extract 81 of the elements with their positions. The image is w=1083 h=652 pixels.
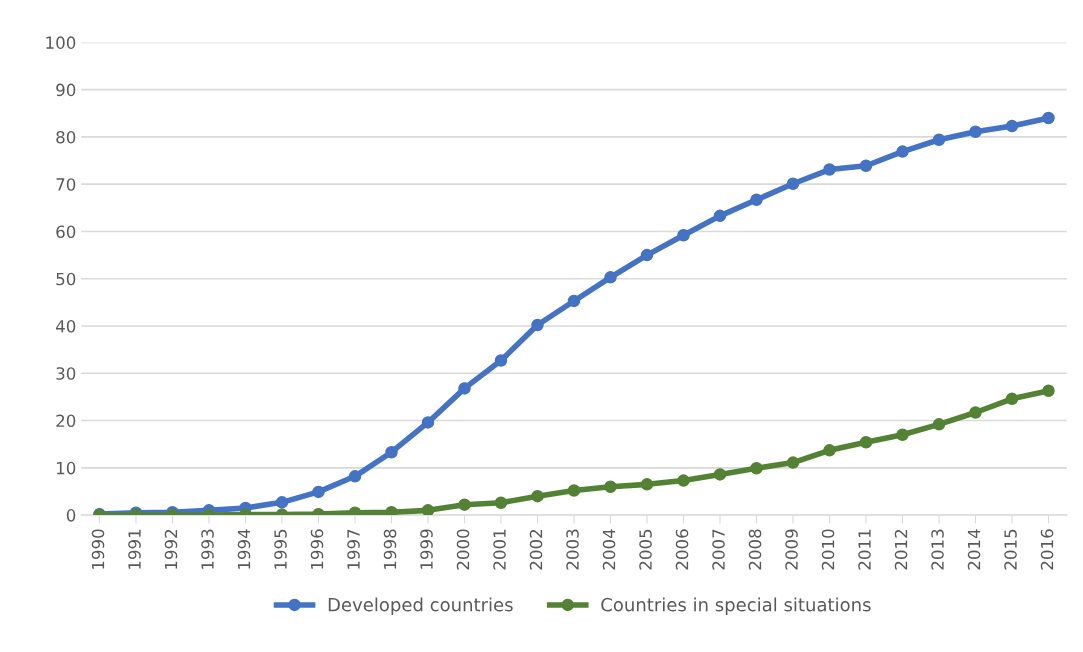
x-tick-label: 2010 — [821, 529, 835, 570]
x-tick-label: 2011 — [858, 529, 871, 570]
x-tick-label: 2014 — [967, 529, 981, 570]
point — [896, 145, 909, 158]
x-tick-label: 1999 — [420, 529, 433, 569]
point — [458, 498, 471, 511]
y-tick-label: 10 — [56, 461, 76, 475]
x-tick-label: 2004 — [602, 529, 616, 570]
point — [640, 248, 654, 262]
point — [494, 496, 508, 510]
point — [750, 193, 763, 207]
point — [1042, 111, 1055, 125]
point — [713, 209, 727, 223]
point — [275, 496, 289, 509]
point — [604, 271, 617, 284]
point — [713, 468, 727, 481]
point — [531, 318, 544, 332]
point — [385, 445, 398, 459]
point — [604, 480, 617, 493]
point — [677, 228, 690, 242]
point — [1005, 119, 1019, 133]
point — [932, 418, 946, 431]
x-tick-label: 2003 — [566, 529, 579, 570]
point — [859, 436, 873, 449]
point — [823, 444, 836, 457]
x-tick-label: 2001 — [493, 529, 506, 570]
point — [421, 416, 435, 429]
point — [859, 159, 873, 173]
point — [969, 406, 982, 419]
x-tick-label: 1997 — [347, 529, 360, 569]
x-tick-label: 1992 — [164, 529, 178, 569]
y-tick-label: 90 — [56, 83, 76, 97]
point — [677, 474, 690, 487]
y-tick-label: 20 — [56, 414, 76, 428]
x-tick-label: 2008 — [748, 529, 762, 570]
point — [786, 456, 800, 469]
y-tick-label: 100 — [46, 36, 76, 49]
legend-label: Countries in special situations — [601, 597, 871, 615]
y-tick-label: 60 — [56, 225, 76, 239]
x-tick-label: 1993 — [201, 529, 214, 569]
point — [312, 485, 325, 499]
point — [750, 462, 763, 475]
x-tick-label: 2016 — [1040, 529, 1054, 570]
point — [567, 484, 581, 497]
point — [458, 382, 471, 395]
point — [932, 133, 946, 147]
point — [896, 428, 909, 441]
x-tick-label: 1995 — [274, 529, 287, 569]
x-tick-label: 1996 — [310, 529, 324, 569]
legend-label: Developed countries — [328, 597, 513, 615]
x-tick-label: 2000 — [456, 529, 470, 570]
x-tick-label: 2009 — [785, 529, 798, 570]
x-tick-label: 2012 — [894, 529, 908, 570]
x-tick-label: 2015 — [1004, 529, 1017, 570]
x-tick-label: 1998 — [383, 529, 397, 569]
point — [1005, 392, 1019, 406]
point — [348, 470, 362, 483]
point — [969, 125, 982, 138]
x-tick-label: 2013 — [931, 529, 944, 570]
point — [531, 489, 544, 503]
x-tick-label: 2007 — [712, 529, 725, 570]
point — [823, 163, 836, 176]
y-tick-label: 50 — [56, 272, 76, 286]
y-tick-label: 30 — [56, 367, 76, 380]
y-tick-label: 80 — [56, 130, 76, 144]
x-tick-label: 2005 — [639, 529, 652, 570]
x-tick-label: 1991 — [128, 529, 141, 569]
point — [1042, 384, 1055, 398]
point — [385, 505, 398, 516]
point — [786, 177, 800, 190]
point — [640, 478, 654, 491]
point — [494, 354, 508, 367]
x-tick-label: 1994 — [237, 529, 251, 569]
x-tick-label: 2006 — [675, 529, 689, 570]
point — [567, 294, 581, 308]
x-tick-label: 1990 — [91, 529, 105, 569]
y-tick-label: 0 — [66, 509, 76, 522]
x-tick-label: 2002 — [529, 529, 543, 570]
y-tick-label: 70 — [56, 178, 76, 191]
point — [421, 504, 435, 516]
y-tick-label: 40 — [55, 319, 76, 333]
